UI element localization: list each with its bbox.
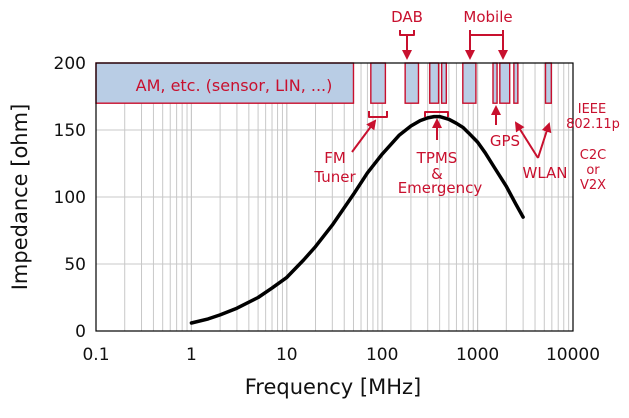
dab-bracket [399, 30, 415, 36]
wlan-arrow-left [514, 121, 539, 159]
x-tick-label: 100 [366, 345, 398, 365]
or-label: or [586, 163, 600, 178]
plot-border [95, 62, 574, 332]
tuner-label: Tuner [313, 168, 356, 186]
impedance-curve [189, 114, 525, 325]
mobile-label: Mobile [463, 8, 512, 26]
wlan-arrow-right [537, 122, 552, 159]
ieee-80211p-label: 802.11p [566, 117, 620, 132]
frequency-band [499, 62, 511, 104]
am-band-label: AM, etc. (sensor, LIN, ...) [136, 76, 333, 95]
annotation-arrows [351, 30, 552, 159]
x-tick-label: 10 [276, 345, 298, 365]
emergency-label: Emergency [398, 179, 483, 197]
tick-labels: 0.1 1 10 100 1000 10000 0 50 100 150 200 [54, 54, 601, 365]
plot-frame [95, 62, 574, 332]
frequency-band [462, 62, 477, 104]
gps-label: GPS [490, 132, 520, 150]
y-tick-label: 200 [54, 54, 86, 74]
band-am [95, 62, 355, 104]
x-tick-label: 1000 [456, 345, 499, 365]
fm-bracket [368, 111, 388, 118]
fm-label: FM [324, 149, 346, 167]
ieee-label: IEEE [578, 102, 606, 117]
frequency-band [404, 62, 420, 104]
dab-label: DAB [391, 8, 423, 26]
y-tick-label: 0 [75, 322, 86, 342]
frequency-band [513, 62, 519, 104]
tpms-label: TPMS [416, 149, 458, 167]
x-tick-label: 1 [186, 345, 197, 365]
ampersand-label: & [431, 165, 443, 183]
grid [96, 63, 573, 331]
frequency-band [544, 62, 553, 104]
mobile-bracket [469, 30, 504, 36]
y-tick-label: 150 [54, 121, 86, 141]
wlan-label: WLAN [522, 164, 567, 182]
x-tick-label: 0.1 [82, 345, 109, 365]
frequency-band [492, 62, 498, 104]
y-tick-label: 50 [64, 255, 86, 275]
impedance-curve-layer [189, 114, 525, 325]
y-tick-label: 100 [54, 188, 86, 208]
frequency-band [370, 62, 387, 104]
frequency-band [429, 62, 440, 104]
v2x-label: V2X [580, 178, 606, 193]
c2c-label: C2C [580, 148, 606, 163]
x-axis-title: Frequency [MHz] [245, 375, 421, 399]
frequency-band [440, 62, 448, 104]
tpms-bracket [424, 111, 449, 117]
fm-arrow [351, 119, 377, 153]
y-axis-title: Impedance [ohm] [8, 104, 32, 291]
x-tick-label: 10000 [546, 345, 600, 365]
